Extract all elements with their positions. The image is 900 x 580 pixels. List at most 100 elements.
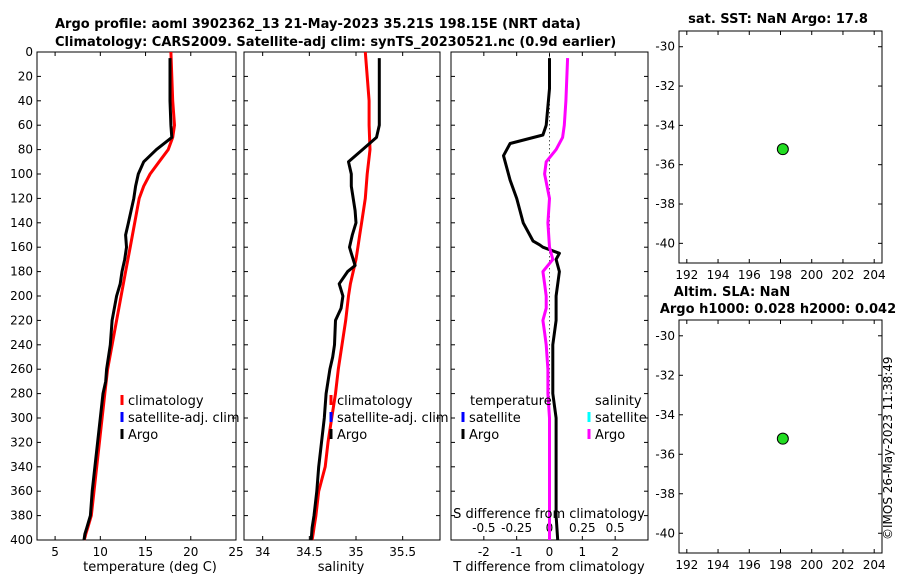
sst-map-ytick-label: -34 bbox=[655, 118, 675, 132]
temperature-panel: 0 20 40 60 80 100 120 140 160 180 200 220 240 260 280 3… bbox=[10, 45, 244, 559]
sla-map-argo-location-point bbox=[776, 432, 789, 445]
temperature-ytick-label: 40 bbox=[18, 94, 33, 108]
temperature-xtick-label: 5 bbox=[51, 545, 59, 559]
difference-s-tick-label: 0.5 bbox=[606, 521, 625, 535]
temperature-xtick-label: 10 bbox=[93, 545, 108, 559]
temperature-ytick-label: 400 bbox=[10, 533, 33, 547]
sla-map-ytick-label: -30 bbox=[655, 329, 675, 343]
temperature-ytick-label: 220 bbox=[10, 313, 33, 327]
sst-map-xtick-label: 204 bbox=[863, 268, 886, 282]
temperature-ytick-label: 240 bbox=[10, 338, 33, 352]
sst-map-ytick-label: -36 bbox=[655, 158, 675, 172]
temperature-legend-label: satellite-adj. clim bbox=[128, 411, 240, 426]
sla-map-ytick-label: -34 bbox=[655, 408, 675, 422]
sst-map-xtick-label: 198 bbox=[769, 268, 792, 282]
salinity-series-climatology bbox=[310, 51, 372, 541]
temperature-series-argo bbox=[82, 58, 174, 541]
sst-map-panel: -30 -32 -34 -36 -38 -40 192 194 196 198 200 202 204 bbox=[655, 30, 886, 282]
difference-legend-label: Argo bbox=[469, 428, 499, 443]
salinity-xlabel: salinity bbox=[318, 560, 365, 575]
temperature-ytick-label: 180 bbox=[10, 265, 33, 279]
temperature-ytick-label: 340 bbox=[10, 460, 33, 474]
sst-map-xtick-label: 200 bbox=[800, 268, 823, 282]
temperature-ytick-label: 60 bbox=[18, 118, 33, 132]
difference-legend-label: satellite bbox=[595, 411, 647, 426]
temperature-ytick-label: 160 bbox=[10, 240, 33, 254]
sla-map-xtick-label: 204 bbox=[863, 558, 886, 572]
difference-top-xlabel: S difference from climatology bbox=[453, 507, 645, 522]
sst-map-ytick-label: -30 bbox=[655, 40, 675, 54]
temperature-ytick-label: 200 bbox=[10, 289, 33, 303]
difference-legend-title-temperature: temperature bbox=[470, 394, 552, 409]
temperature-xtick-label: 25 bbox=[228, 545, 243, 559]
difference-legend-label: satellite bbox=[469, 411, 521, 426]
sla-map-xtick-label: 192 bbox=[675, 558, 698, 572]
difference-s-tick-label: 0.25 bbox=[569, 521, 596, 535]
sla-map-xtick-label: 202 bbox=[832, 558, 855, 572]
difference-xtick-label: 0 bbox=[546, 545, 554, 559]
temperature-axes-box bbox=[36, 51, 237, 541]
temperature-ytick-label: 80 bbox=[18, 143, 33, 157]
temperature-ytick-label: 100 bbox=[10, 167, 33, 181]
sst-map-ytick-label: -40 bbox=[655, 236, 675, 250]
difference-legend-title-salinity: salinity bbox=[595, 394, 642, 409]
temperature-legend-label: climatology bbox=[128, 394, 204, 409]
temperature-ytick-label: 380 bbox=[10, 509, 33, 523]
sla-map-xtick-label: 198 bbox=[769, 558, 792, 572]
difference-series-temperature-argo bbox=[502, 58, 561, 541]
difference-xlabel: T difference from climatology bbox=[452, 560, 645, 575]
salinity-panel: 34 34.5 35 35.5 climatology satellite-adj. cl… bbox=[243, 51, 449, 559]
temperature-ytick-label: 300 bbox=[10, 411, 33, 425]
sla-map-ytick-label: -36 bbox=[655, 447, 675, 461]
difference-xtick-label: 1 bbox=[579, 545, 587, 559]
difference-s-tick-label: -0.25 bbox=[501, 521, 532, 535]
footer-timestamp: ©IMOS 26-May-2023 11:38:49 bbox=[881, 356, 895, 540]
salinity-legend-label: Argo bbox=[337, 428, 367, 443]
temperature-ytick-label: 120 bbox=[10, 191, 33, 205]
sla-map-title: Altim. SLA: NaN bbox=[674, 285, 790, 300]
salinity-series-argo bbox=[309, 58, 381, 541]
salinity-xtick-label: 34 bbox=[255, 545, 270, 559]
temperature-xtick-label: 20 bbox=[183, 545, 198, 559]
sla-map-ytick-label: -40 bbox=[655, 526, 675, 540]
temperature-xtick-label: 15 bbox=[138, 545, 153, 559]
difference-series-salinity-argo bbox=[541, 58, 570, 540]
sla-map-xtick-label: 194 bbox=[707, 558, 730, 572]
sst-map-xtick-label: 192 bbox=[675, 268, 698, 282]
salinity-xtick-label: 35.5 bbox=[389, 545, 416, 559]
temperature-ytick-label: 140 bbox=[10, 216, 33, 230]
difference-s-tick-label: -0.5 bbox=[472, 521, 495, 535]
temperature-series-climatology bbox=[82, 51, 176, 541]
salinity-xtick-label: 35 bbox=[348, 545, 363, 559]
header-line-1: Argo profile: aoml 3902362_13 21-May-202… bbox=[55, 17, 581, 32]
sst-map-ytick-label: -38 bbox=[655, 197, 675, 211]
sla-map-ytick-label: -32 bbox=[655, 368, 675, 382]
sst-map-xtick-label: 194 bbox=[707, 268, 730, 282]
temperature-ytick-label: 320 bbox=[10, 435, 33, 449]
sst-map-xtick-label: 202 bbox=[832, 268, 855, 282]
sst-map-title: sat. SST: NaN Argo: 17.8 bbox=[688, 12, 868, 27]
sla-map-xtick-label: 196 bbox=[738, 558, 761, 572]
temperature-xlabel: temperature (deg C) bbox=[83, 560, 217, 575]
salinity-xtick-label: 34.5 bbox=[296, 545, 323, 559]
sla-map-subtitle: Argo h1000: 0.028 h2000: 0.042 bbox=[660, 302, 896, 317]
temperature-ytick-label: 0 bbox=[25, 45, 33, 59]
sla-map-xtick-label: 200 bbox=[800, 558, 823, 572]
temperature-ytick-label: 260 bbox=[10, 362, 33, 376]
difference-xtick-label: -2 bbox=[478, 545, 490, 559]
sla-map-panel: -30 -32 -34 -36 -38 -40 192 194 196 198 200 202 204 bbox=[655, 319, 886, 572]
temperature-legend-label: Argo bbox=[128, 428, 158, 443]
sst-map-argo-location-point bbox=[776, 143, 789, 156]
header-line-2: Climatology: CARS2009. Satellite-adj cli… bbox=[55, 35, 616, 50]
difference-xtick-label: 2 bbox=[611, 545, 619, 559]
temperature-ytick-label: 20 bbox=[18, 69, 33, 83]
sla-map-ytick-label: -38 bbox=[655, 487, 675, 501]
difference-xtick-label: -1 bbox=[511, 545, 523, 559]
salinity-legend-label: climatology bbox=[337, 394, 413, 409]
difference-legend-label: Argo bbox=[595, 428, 625, 443]
salinity-legend-label: satellite-adj. clim bbox=[337, 411, 449, 426]
sst-map-ytick-label: -32 bbox=[655, 79, 675, 93]
sst-map-xtick-label: 196 bbox=[738, 268, 761, 282]
